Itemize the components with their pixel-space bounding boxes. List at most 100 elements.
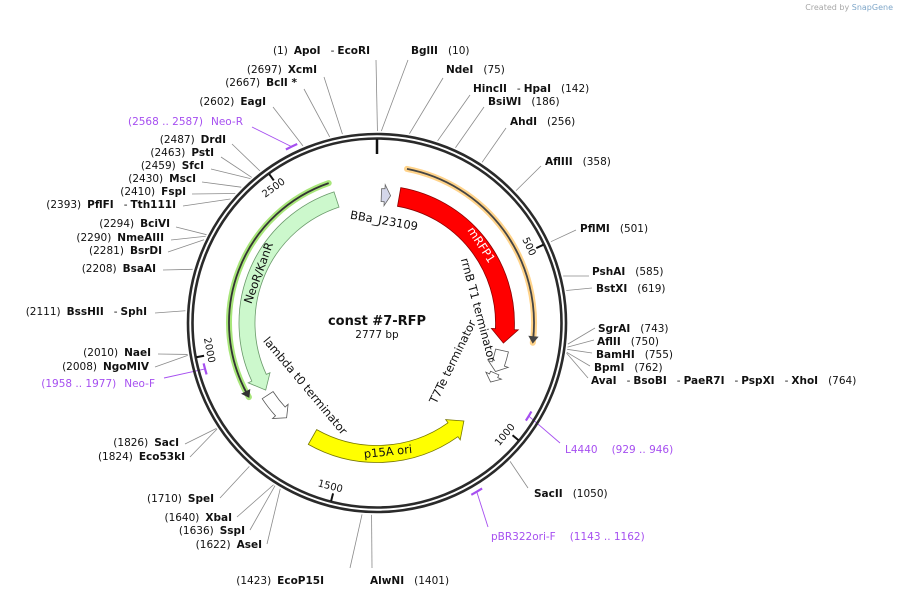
enzyme-position: (2487) — [160, 134, 195, 146]
ring-outer — [186, 132, 568, 514]
enzyme-name: AvaI — [591, 375, 617, 387]
enzyme-position: (2393) — [46, 199, 81, 211]
enzyme-site-asei[interactable]: (1622) AseI — [196, 539, 262, 551]
enzyme-position: (619) — [637, 283, 665, 295]
enzyme-site-msci[interactable]: (2430) MscI — [128, 173, 196, 185]
enzyme-position: (2463) — [150, 147, 185, 159]
enzyme-position: (764) — [828, 375, 856, 387]
enzyme-site-naei[interactable]: (2010) NaeI — [83, 347, 151, 359]
enzyme-site-sgrai[interactable]: SgrAI (743) — [598, 323, 669, 335]
enzyme-site-apoi[interactable]: (1) ApoI - EcoRI — [273, 45, 370, 57]
enzyme-leader-line — [191, 193, 236, 195]
feature-label-lambda-t0-terminator[interactable]: lambda t0 terminator — [260, 334, 350, 438]
enzyme-site-eagi[interactable]: (2602) EagI — [199, 96, 266, 108]
enzyme-leader-line — [189, 428, 218, 458]
primer-l4440[interactable]: L4440 (929 .. 946) — [565, 444, 673, 456]
enzyme-leader-line — [515, 165, 542, 191]
enzyme-leader-line — [201, 181, 242, 188]
enzyme-site-sacii[interactable]: SacII (1050) — [534, 488, 608, 500]
enzyme-separator: - — [735, 375, 739, 387]
enzyme-name: PflMI — [580, 223, 610, 235]
enzyme-leader-line — [349, 514, 363, 569]
enzyme-separator: - — [114, 306, 118, 318]
enzyme-site-bstxi[interactable]: BstXI (619) — [596, 283, 666, 295]
enzyme-site-alwni[interactable]: AlwNI (1401) — [370, 575, 449, 587]
enzyme-site-hincii[interactable]: HincII - HpaI (142) — [473, 83, 589, 95]
feature-neor-kanr[interactable] — [238, 191, 340, 391]
enzyme-site-bsaai[interactable]: (2208) BsaAI — [82, 263, 156, 275]
enzyme-name: BstXI — [596, 283, 627, 295]
enzyme-site-ndei[interactable]: NdeI (75) — [446, 64, 505, 76]
enzyme-name: XcmI — [288, 64, 317, 76]
enzyme-position: (750) — [631, 336, 659, 348]
feature-mrfp1[interactable] — [397, 187, 520, 344]
enzyme-site-bpmi[interactable]: BpmI (762) — [594, 362, 663, 374]
enzyme-position: (142) — [561, 83, 589, 95]
enzyme-name: XhoI — [791, 375, 818, 387]
enzyme-name: BsoBI — [633, 375, 666, 387]
enzyme-name: BsiWI — [488, 96, 521, 108]
enzyme-site-bglii[interactable]: BglII (10) — [411, 45, 470, 57]
enzyme-site-xcmi[interactable]: (2697) XcmI — [247, 64, 317, 76]
enzyme-position: (10) — [448, 45, 470, 57]
primer-mark[interactable] — [285, 142, 298, 151]
enzyme-name: PspXI — [741, 375, 774, 387]
enzyme-site-fspi[interactable]: (2410) FspI — [120, 186, 186, 198]
enzyme-leader-line — [249, 485, 276, 531]
enzyme-site-bsiwi[interactable]: BsiWI (186) — [488, 96, 560, 108]
enzyme-site-avai[interactable]: AvaI - BsoBI - PaeR7I - PspXI - XhoI (764) — [591, 375, 856, 387]
feature-label-t7te-terminator[interactable]: T7Te terminator — [426, 317, 479, 406]
enzyme-site-ahdi[interactable]: AhdI (256) — [510, 116, 575, 128]
enzyme-site-pshai[interactable]: PshAI (585) — [592, 266, 664, 278]
enzyme-separator: - — [517, 83, 521, 95]
snapgene-watermark: Created by SnapGene — [805, 3, 893, 12]
enzyme-site-xbai[interactable]: (1640) XbaI — [164, 512, 232, 524]
enzyme-site-ecop15i[interactable]: (1423) EcoP15I — [236, 575, 324, 587]
enzyme-site-eco53ki[interactable]: (1824) Eco53kI — [98, 451, 185, 463]
enzyme-site-saci[interactable]: (1826) SacI — [113, 437, 179, 449]
enzyme-site-psti[interactable]: (2463) PstI — [150, 147, 214, 159]
enzyme-site-bsrdi[interactable]: (2281) BsrDI — [89, 245, 162, 257]
orf-line[interactable] — [228, 182, 329, 396]
enzyme-site-bsshii[interactable]: (2111) BssHII - SphI — [26, 306, 147, 318]
enzyme-leader-line — [167, 239, 205, 253]
primer-mark[interactable] — [202, 363, 208, 375]
enzyme-leader-line — [409, 77, 444, 134]
feature-label-bba-j23109[interactable]: BBa_J23109 — [349, 208, 419, 234]
enzyme-site-nmeaiii[interactable]: (2290) NmeAIII — [76, 232, 164, 244]
primer-neo-f[interactable]: (1958 .. 1977) Neo-F — [41, 378, 155, 390]
primer-name: Neo-R — [211, 116, 243, 128]
enzyme-name: SphI — [121, 306, 147, 318]
primer-mark[interactable] — [470, 487, 483, 496]
feature-lambda-t0-terminator[interactable] — [261, 391, 289, 419]
primer-pbr322ori-f[interactable]: pBR322ori-F (1143 .. 1162) — [491, 531, 645, 543]
feature-rrnb-t1-terminator[interactable] — [487, 348, 510, 372]
enzyme-site-spei[interactable]: (1710) SpeI — [147, 493, 214, 505]
enzyme-site-ngomiv[interactable]: (2008) NgoMIV — [62, 361, 150, 373]
feature-p15a-ori[interactable] — [307, 419, 465, 463]
enzyme-leader-lines — [154, 59, 596, 569]
feature-label-p15a-ori[interactable]: p15A ori — [363, 442, 413, 461]
feature-bba-j23109[interactable] — [380, 183, 392, 208]
enzyme-site-bamhi[interactable]: BamHI (755) — [596, 349, 673, 361]
tick-mark — [535, 243, 544, 250]
enzyme-site-sspi[interactable]: (1636) SspI — [179, 525, 245, 537]
enzyme-site-bcivi[interactable]: (2294) BciVI — [99, 218, 170, 230]
enzyme-name: XbaI — [205, 512, 232, 524]
enzyme-position: (186) — [531, 96, 559, 108]
enzyme-site-afliii[interactable]: AflIII (358) — [545, 156, 611, 168]
enzyme-position: (2410) — [120, 186, 155, 198]
primer-range: (2568 .. 2587) — [128, 116, 203, 128]
enzyme-site-pflfi[interactable]: (2393) PflFI - Tth111I — [46, 199, 176, 211]
primer-neo-r[interactable]: (2568 .. 2587) Neo-R — [128, 116, 243, 128]
enzyme-site-bcli[interactable]: (2667) BclI * — [225, 77, 297, 89]
enzyme-site-pflmi[interactable]: PflMI (501) — [580, 223, 648, 235]
enzyme-site-aflii[interactable]: AflII (750) — [597, 336, 659, 348]
enzyme-site-sfci[interactable]: (2459) SfcI — [141, 160, 204, 172]
primer-mark[interactable] — [524, 410, 533, 422]
enzyme-name: PshAI — [592, 266, 625, 278]
enzyme-name: EcoP15I — [277, 575, 324, 587]
enzyme-site-drdi[interactable]: (2487) DrdI — [160, 134, 226, 146]
feature-t7te-terminator[interactable] — [485, 370, 503, 383]
orf-line[interactable] — [406, 168, 535, 341]
